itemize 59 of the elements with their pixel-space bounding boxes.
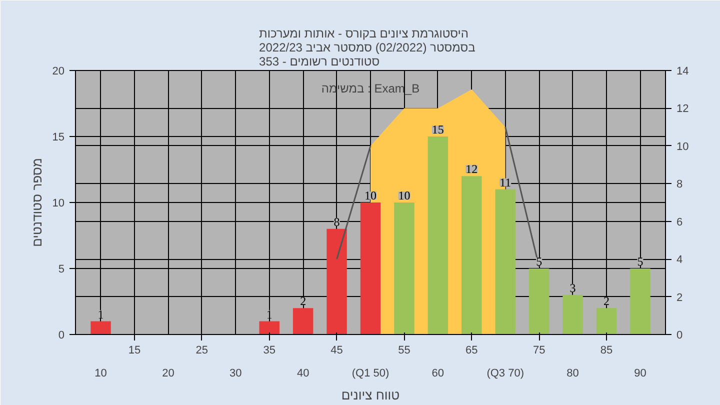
data-label: 2 xyxy=(604,294,610,308)
x-tick-label: 10 xyxy=(94,368,107,380)
x-tick-label: 55 xyxy=(398,344,410,356)
bar xyxy=(562,294,583,334)
data-label: 8 xyxy=(334,214,340,229)
bar xyxy=(462,176,482,334)
y2-tick-label: 8 xyxy=(676,178,683,191)
y2-tick-label: 6 xyxy=(676,216,683,228)
data-label: 11 xyxy=(500,175,512,190)
y2-tick-label: 14 xyxy=(676,66,689,78)
x-tick-label: (Q3 70) xyxy=(486,368,524,380)
x-tick-label: (Q1 50) xyxy=(352,368,390,380)
y-axis-title: מספר סטודנטים xyxy=(29,158,44,247)
x-tick-label: 45 xyxy=(330,344,343,356)
data-label: 12 xyxy=(466,162,478,176)
x-tick-label: 20 xyxy=(162,368,174,380)
bar xyxy=(495,189,516,334)
data-label: 1 xyxy=(98,307,104,322)
data-label: 5 xyxy=(637,254,644,268)
y2-tick-label: 0 xyxy=(676,330,683,342)
bar xyxy=(326,228,347,334)
bar xyxy=(528,268,550,334)
x-tick-label: 90 xyxy=(634,368,646,380)
y-tick-label: 10 xyxy=(52,198,65,210)
data-label: 10 xyxy=(398,188,410,202)
x-tick-label: 80 xyxy=(566,368,579,380)
x-tick-label: 35 xyxy=(263,344,276,356)
data-label: 15 xyxy=(432,122,444,136)
bar xyxy=(394,202,414,334)
y2-tick-label: 10 xyxy=(676,140,689,153)
y-tick-label: 20 xyxy=(52,66,65,78)
data-label: 2 xyxy=(300,294,306,308)
bar xyxy=(259,321,280,334)
y2-tick-label: 12 xyxy=(676,103,689,116)
bar xyxy=(630,268,650,334)
data-label: 10 xyxy=(364,188,376,202)
y-tick-label: 5 xyxy=(58,264,65,276)
bar xyxy=(90,321,111,334)
x-tick-label: 30 xyxy=(230,368,242,380)
bar xyxy=(292,308,314,334)
x-tick-label: 65 xyxy=(466,344,478,356)
x-tick-label: 85 xyxy=(600,344,613,356)
y2-tick-label: 2 xyxy=(676,292,683,304)
x-tick-label: 25 xyxy=(196,344,208,356)
data-label: 3 xyxy=(570,280,576,295)
x-tick-label: 40 xyxy=(296,368,310,380)
x-tick-label: 15 xyxy=(128,344,141,356)
x-tick-label: 75 xyxy=(532,344,546,356)
bar xyxy=(428,136,448,334)
y2-tick-label: 4 xyxy=(676,254,683,266)
bar xyxy=(596,308,617,334)
y-tick-label: 15 xyxy=(52,132,65,144)
y-tick-label: 0 xyxy=(58,330,65,342)
data-label: 1 xyxy=(266,307,272,322)
x-axis-title: טווח ציונים xyxy=(341,388,400,402)
bar xyxy=(360,202,381,334)
data-label: 5 xyxy=(536,254,542,268)
chart-title: היסטוגרמת ציונים בקורס - אותות ומערכות בסמסטר (02/2022) סמסטר אביב 2022/23 סטודנטים רשומים - 353 xyxy=(259,26,476,68)
x-tick-label: 60 xyxy=(432,368,444,380)
